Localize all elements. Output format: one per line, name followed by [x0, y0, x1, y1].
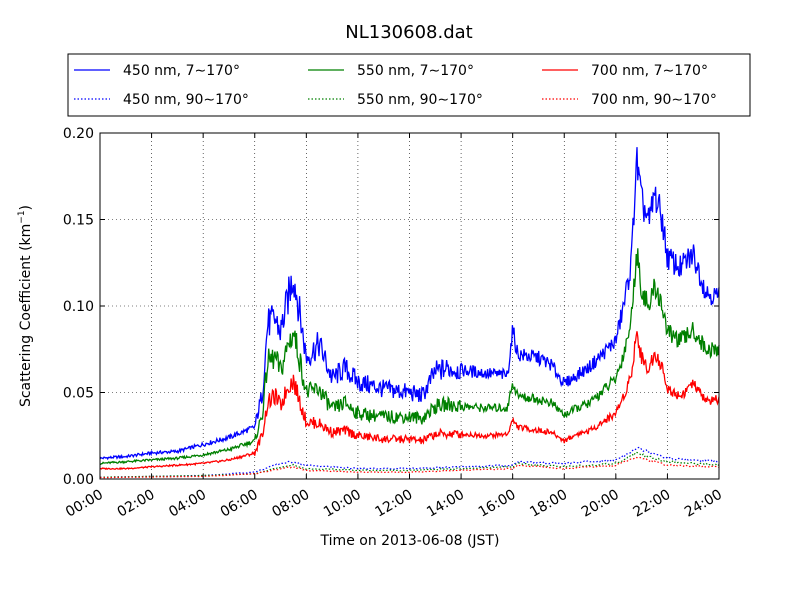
series-line: [99, 331, 720, 471]
chart-title: NL130608.dat: [345, 22, 472, 43]
y-tick-label: 0.15: [63, 213, 94, 229]
y-axis-label-unit-exponent: −1: [17, 210, 27, 223]
legend-label: 550 nm, 90∼170°: [357, 92, 483, 108]
series-line: [100, 456, 720, 479]
legend-label: 700 nm, 90∼170°: [591, 92, 717, 108]
x-axis-label: Time on 2013-06-08 (JST): [320, 533, 500, 549]
y-tick-label: 0.05: [63, 386, 94, 402]
series-line: [99, 446, 720, 478]
y-tick-label: 0.00: [63, 472, 94, 488]
legend-label: 550 nm, 7∼170°: [357, 63, 474, 79]
legend-label: 450 nm, 90∼170°: [123, 92, 249, 108]
series-line: [99, 147, 720, 461]
y-tick-label: 0.20: [63, 126, 94, 142]
plot-area: 00:00 02:00 04:00 06:00 08:00 10:00 12:00 14:00…: [63, 126, 725, 521]
series-lines: [99, 147, 720, 479]
legend-frame: [67, 53, 751, 117]
legend-label: 700 nm, 7∼170°: [591, 63, 708, 79]
y-axis-label: Scattering Coefficient (km−1): [17, 205, 34, 407]
y-axis-label-close: ): [18, 205, 34, 210]
y-axis-label-main: Scattering Coefficient (km: [18, 224, 34, 407]
series-line: [99, 451, 720, 478]
legend-label: 450 nm, 7∼170°: [123, 63, 240, 79]
series-line: [99, 248, 720, 465]
legend: 450 nm, 7∼170° 550 nm, 7∼170° 700 nm, 7∼17…: [67, 53, 751, 117]
y-tick-label: 0.10: [63, 299, 94, 315]
